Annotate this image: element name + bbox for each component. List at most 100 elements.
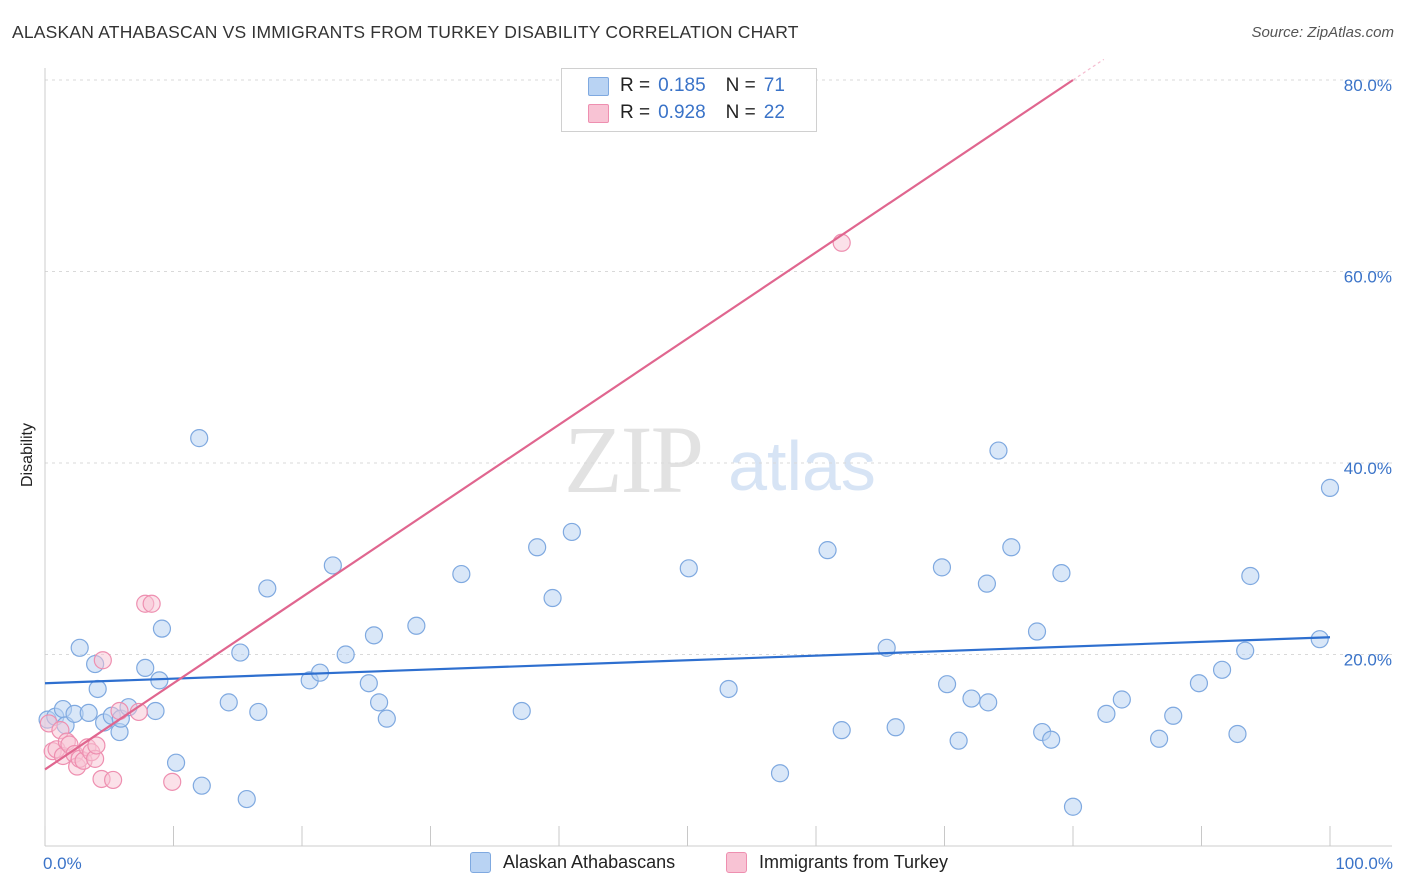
series-legend: Alaskan Athabascans Immigrants from Turk…: [0, 852, 1406, 876]
trendline-immigrants-from-turkey: [44, 79, 1074, 771]
legend-swatch-pink: [588, 104, 609, 123]
data-point: [932, 558, 952, 577]
correlation-legend: R = 0.185 N = 71 R = 0.928 N = 22: [561, 68, 817, 132]
data-point: [1097, 704, 1116, 723]
data-point: [1212, 660, 1232, 679]
legend-item-immigrants-from-turkey: Immigrants from Turkey: [726, 852, 948, 873]
data-point: [93, 651, 112, 670]
n-label: N =: [725, 102, 756, 123]
data-point: [258, 579, 277, 598]
data-point: [142, 594, 161, 613]
data-point: [377, 709, 396, 728]
n-value: 71: [763, 75, 785, 96]
data-point: [336, 645, 355, 664]
data-point: [719, 679, 738, 699]
trendline-alaskan-athabascans: [44, 636, 1331, 685]
y-tick-label: 20.0%: [1344, 651, 1392, 670]
data-point: [219, 693, 238, 712]
legend-row-blue: R = 0.185 N = 71: [620, 73, 785, 99]
data-point: [70, 638, 89, 657]
trendline-extension: [1072, 58, 1105, 81]
data-point: [962, 689, 981, 708]
data-point: [1149, 729, 1169, 748]
r-value: 0.928: [658, 102, 706, 123]
n-label: N =: [725, 75, 756, 96]
r-label: R =: [620, 102, 651, 123]
data-point: [1063, 797, 1083, 816]
x-tick-label: 100.0%: [1335, 854, 1393, 873]
y-tick-label: 60.0%: [1344, 268, 1392, 287]
data-point: [190, 429, 209, 448]
series-immigrants-from-turkey: [39, 233, 851, 791]
data-point: [192, 776, 211, 795]
legend-label: Alaskan Athabascans: [503, 852, 676, 872]
data-point: [1164, 706, 1183, 725]
grid: [45, 79, 1392, 655]
data-point: [977, 574, 997, 593]
data-point: [1320, 478, 1340, 497]
n-value: 22: [763, 102, 785, 123]
legend-swatch-blue: [470, 852, 491, 873]
data-point: [110, 701, 129, 721]
data-point: [370, 693, 389, 712]
y-tick-label: 40.0%: [1344, 459, 1392, 478]
series-alaskan-athabascans: [38, 429, 1340, 816]
tick-labels: 20.0% 40.0% 60.0% 80.0% 0.0% 100.0%: [43, 76, 1393, 873]
data-point: [937, 675, 957, 694]
data-point: [832, 233, 851, 252]
data-point: [1002, 538, 1021, 557]
data-point: [88, 679, 107, 699]
data-point: [562, 522, 581, 542]
data-point: [1228, 724, 1247, 744]
data-point: [1241, 566, 1260, 586]
data-point: [1027, 622, 1047, 641]
data-point: [163, 772, 182, 791]
data-point: [832, 721, 851, 740]
data-point: [152, 619, 172, 638]
legend-swatch-pink: [726, 852, 747, 873]
watermark: ZIP atlas: [564, 406, 876, 513]
chart-title: ALASKAN ATHABASCAN VS IMMIGRANTS FROM TU…: [12, 22, 799, 42]
data-point: [1236, 641, 1255, 660]
legend-label: Immigrants from Turkey: [759, 852, 949, 872]
data-point: [249, 702, 268, 722]
data-point: [79, 703, 98, 723]
data-point: [323, 556, 342, 575]
source-label: Source: ZipAtlas.com: [1251, 24, 1394, 41]
data-point: [818, 541, 837, 560]
watermark-atlas: atlas: [728, 427, 876, 505]
data-point: [359, 674, 378, 693]
data-point: [1310, 630, 1329, 649]
r-value: 0.185: [658, 75, 706, 96]
data-point: [452, 564, 471, 584]
data-point: [237, 789, 256, 809]
trendlines: [44, 58, 1331, 771]
data-point: [949, 731, 968, 750]
data-point: [231, 643, 250, 662]
data-point: [770, 764, 790, 783]
data-point: [1042, 730, 1061, 749]
data-point: [166, 753, 186, 772]
data-point: [104, 770, 123, 790]
r-label: R =: [620, 75, 651, 96]
y-tick-label: 80.0%: [1344, 76, 1392, 95]
data-point: [512, 701, 531, 721]
data-point: [543, 588, 562, 608]
legend-item-alaskan-athabascans: Alaskan Athabascans: [470, 852, 675, 873]
data-point: [1112, 690, 1131, 709]
axes: [44, 68, 1392, 847]
x-tick-label: 0.0%: [43, 854, 82, 873]
data-point: [87, 736, 106, 755]
data-point: [136, 658, 155, 678]
data-point: [979, 693, 998, 712]
data-point: [364, 626, 384, 645]
data-point: [146, 701, 165, 721]
legend-swatch-blue: [588, 77, 609, 96]
data-point: [679, 559, 698, 578]
data-point: [989, 441, 1008, 460]
data-point: [407, 616, 426, 635]
watermark-zip: ZIP: [564, 406, 702, 513]
data-point: [1052, 564, 1071, 583]
data-point: [886, 718, 905, 737]
